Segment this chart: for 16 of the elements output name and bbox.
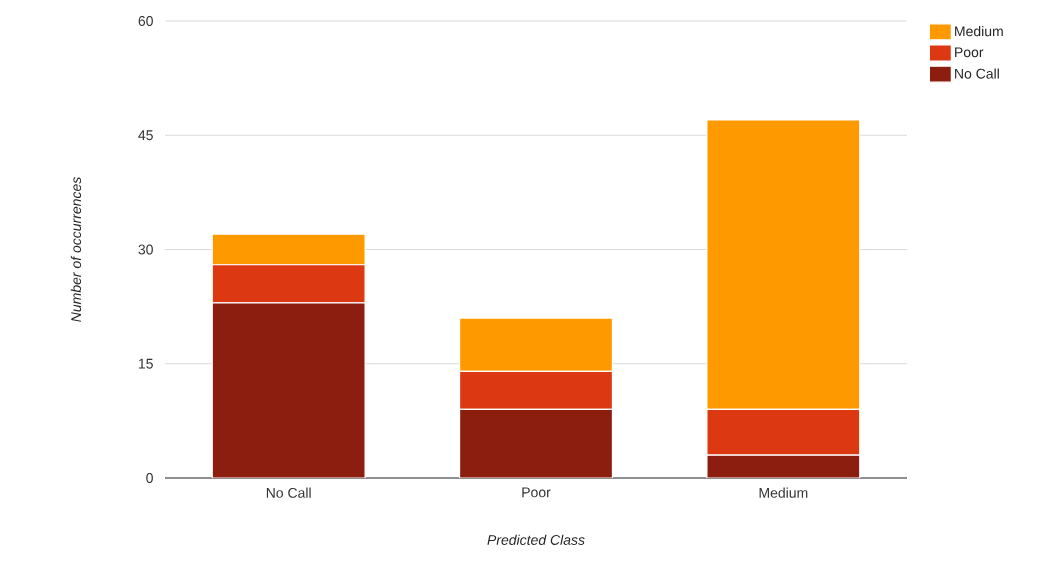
y-tick-label: 30 [138,244,153,255]
x-tick-label: No Call [266,487,311,498]
legend-label: No Call [955,68,999,79]
y-tick-label: 0 [146,473,153,483]
x-axis-title: Predicted Class [487,534,585,545]
y-tick-label: 15 [138,358,153,369]
bar [706,454,861,478]
x-tick-label: Poor [522,487,551,498]
bar [211,302,366,478]
y-axis-title: Number of occurrences [70,177,82,322]
x-tick-label: Medium [759,487,808,498]
legend-label: Medium [955,25,1003,37]
y-tick-label: 60 [138,16,153,26]
legend-label: Poor [955,47,984,58]
y-tick-label: 45 [138,130,153,141]
bar [458,408,614,478]
